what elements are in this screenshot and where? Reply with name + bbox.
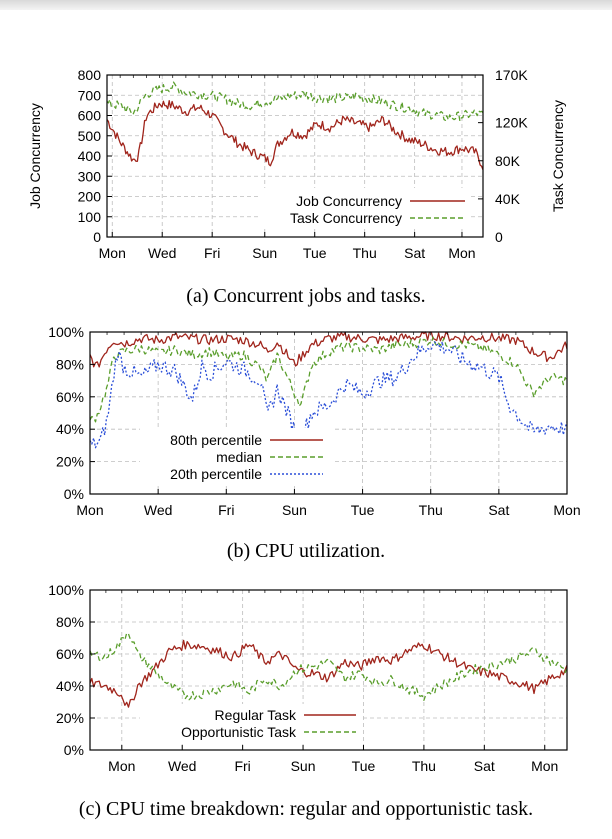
b-series-line-2 xyxy=(89,341,568,449)
panel-b-legend-label-1: median xyxy=(216,449,262,465)
panel-c-series xyxy=(89,632,568,708)
b-x-tick-label: Sat xyxy=(488,502,509,518)
c-series-line-0 xyxy=(89,639,568,708)
a-y2-tick-label: 120K xyxy=(495,115,528,131)
panel-b-series xyxy=(89,331,568,449)
a-x-tick-label: Fri xyxy=(204,245,220,261)
c-series-line-1 xyxy=(89,632,568,701)
b-y-tick-label: 60% xyxy=(56,389,84,405)
b-y-tick-label: 20% xyxy=(56,454,84,470)
b-x-tick-label: Thu xyxy=(419,502,443,518)
b-x-tick-label: Wed xyxy=(144,502,173,518)
panel-a-legend-label-0: Job Concurrency xyxy=(296,193,402,209)
b-x-tick-label: Mon xyxy=(553,502,580,518)
panel-a-y-ticks: 800 700 600 500 400 300 200 100 0 xyxy=(78,67,112,245)
a-y2-tick-label: 80K xyxy=(495,153,521,169)
panel-a-caption: (a) Concurrent jobs and tasks. xyxy=(186,285,425,307)
panel-a-y2-axis-label: Task Concurrency xyxy=(550,100,566,212)
b-y-tick-label: 40% xyxy=(56,421,84,437)
c-y-tick-label: 80% xyxy=(56,614,84,630)
b-x-tick-label: Tue xyxy=(351,502,375,518)
panel-a-y2-ticks: 170K 120K 80K 40K 0 xyxy=(478,67,528,245)
c-x-tick-label: Fri xyxy=(234,758,250,774)
b-x-tick-label: Mon xyxy=(76,502,103,518)
c-y-tick-label: 40% xyxy=(56,678,84,694)
a-y-tick-label: 100 xyxy=(78,209,102,225)
window-top-bar xyxy=(0,0,612,10)
c-y-tick-label: 100% xyxy=(48,582,84,598)
c-x-tick-label: Thu xyxy=(412,758,436,774)
a-y-tick-label: 0 xyxy=(93,229,101,245)
a-y2-tick-label: 40K xyxy=(495,191,521,207)
b-series-line-0 xyxy=(89,331,568,368)
c-x-tick-label: Mon xyxy=(108,758,135,774)
b-x-tick-label: Fri xyxy=(218,502,234,518)
a-x-tick-label: Thu xyxy=(353,245,377,261)
b-y-tick-label: 80% xyxy=(56,356,84,372)
panel-a-y-axis-label: Job Concurrency xyxy=(27,103,43,209)
panel-a: 800 700 600 500 400 300 200 100 0 170K 120K 80K 40K… xyxy=(27,67,566,307)
panel-a-series xyxy=(106,81,484,170)
panel-a-legend-box xyxy=(260,188,470,228)
panel-c-legend-box xyxy=(140,704,362,744)
a-series-line-0 xyxy=(106,100,484,170)
c-y-tick-label: 20% xyxy=(56,710,84,726)
a-y-tick-label: 400 xyxy=(78,148,102,164)
a-y-tick-label: 600 xyxy=(78,108,102,124)
panel-b-legend-label-0: 80th percentile xyxy=(170,432,262,448)
a-y2-tick-label: 170K xyxy=(495,67,528,83)
a-y-tick-label: 700 xyxy=(78,87,102,103)
a-series-line-1 xyxy=(106,81,484,122)
a-x-tick-label: Mon xyxy=(448,245,475,261)
panel-c-legend-label-0: Regular Task xyxy=(215,707,297,723)
a-x-tick-label: Sat xyxy=(404,245,425,261)
panel-a-legend-label-1: Task Concurrency xyxy=(290,210,402,226)
b-y-tick-label: 100% xyxy=(48,324,84,340)
a-x-tick-label: Tue xyxy=(303,245,327,261)
panel-a-x-ticks: Mon Wed Fri Sun Tue Thu Sat Mon xyxy=(99,75,476,261)
a-y-tick-label: 500 xyxy=(78,128,102,144)
a-x-tick-label: Sun xyxy=(252,245,277,261)
b-series-line-1 xyxy=(89,336,568,423)
panel-b-y-ticks: 100% 80% 60% 40% 20% 0% xyxy=(48,324,95,502)
panel-c-caption: (c) CPU time breakdown: regular and oppo… xyxy=(79,798,533,820)
c-y-tick-label: 60% xyxy=(56,646,84,662)
c-x-tick-label: Mon xyxy=(531,758,558,774)
panel-c-y-ticks: 100% 80% 60% 40% 20% 0% xyxy=(48,582,95,758)
b-y-tick-label: 0% xyxy=(64,486,84,502)
panel-b-x-ticks: Mon Wed Fri Sun Tue Thu Sat Mon xyxy=(76,332,581,518)
c-y-tick-label: 0% xyxy=(64,742,84,758)
c-x-tick-label: Tue xyxy=(352,758,376,774)
a-y-tick-label: 200 xyxy=(78,189,102,205)
a-x-tick-label: Wed xyxy=(148,245,177,261)
c-x-tick-label: Sat xyxy=(474,758,495,774)
panel-c-x-ticks: Mon Wed Fri Sun Tue Thu Sat Mon xyxy=(89,590,568,774)
panel-c-legend-label-1: Opportunistic Task xyxy=(181,724,297,740)
a-y-tick-label: 300 xyxy=(78,168,102,184)
panel-c: 100% 80% 60% 40% 20% 0% Mon Wed Fri Sun Tue Thu Sat… xyxy=(48,582,568,820)
a-x-tick-label: Mon xyxy=(99,245,126,261)
panel-b-caption: (b) CPU utilization. xyxy=(227,540,385,562)
a-y2-tick-label: 0 xyxy=(495,229,503,245)
c-x-tick-label: Wed xyxy=(168,758,197,774)
panel-b-legend-label-2: 20th percentile xyxy=(170,466,262,482)
a-y-tick-label: 800 xyxy=(78,67,102,83)
b-x-tick-label: Sun xyxy=(282,502,307,518)
panel-b: 100% 80% 60% 40% 20% 0% Mon Wed Fri Sun Tue Thu Sat… xyxy=(48,324,580,562)
c-x-tick-label: Sun xyxy=(291,758,316,774)
